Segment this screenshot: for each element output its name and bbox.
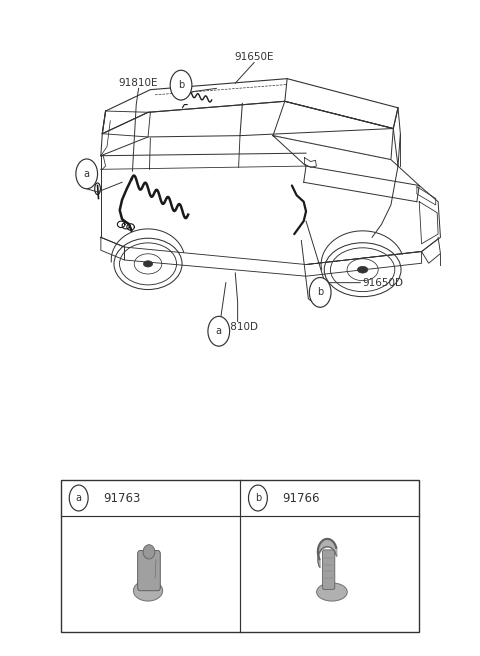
Circle shape xyxy=(309,277,331,307)
Circle shape xyxy=(249,485,267,511)
Ellipse shape xyxy=(358,266,368,273)
Circle shape xyxy=(69,485,88,511)
Circle shape xyxy=(170,70,192,100)
Text: 91763: 91763 xyxy=(103,491,141,504)
Circle shape xyxy=(208,316,229,346)
Ellipse shape xyxy=(317,583,348,601)
FancyBboxPatch shape xyxy=(323,550,335,589)
Text: b: b xyxy=(178,80,184,90)
Ellipse shape xyxy=(133,581,163,601)
Circle shape xyxy=(76,159,97,189)
Text: 91650E: 91650E xyxy=(234,52,274,62)
Text: a: a xyxy=(216,326,222,337)
Text: 91650D: 91650D xyxy=(362,277,404,288)
Polygon shape xyxy=(273,136,419,186)
Ellipse shape xyxy=(144,261,153,267)
Text: b: b xyxy=(317,287,324,297)
Text: a: a xyxy=(84,169,90,179)
Text: 91766: 91766 xyxy=(283,491,320,504)
Text: b: b xyxy=(255,493,261,503)
Ellipse shape xyxy=(143,544,155,559)
Text: a: a xyxy=(76,493,82,503)
FancyBboxPatch shape xyxy=(138,550,160,590)
Text: 91810E: 91810E xyxy=(119,78,158,89)
Text: 91810D: 91810D xyxy=(217,321,258,331)
Bar xyxy=(61,480,419,632)
